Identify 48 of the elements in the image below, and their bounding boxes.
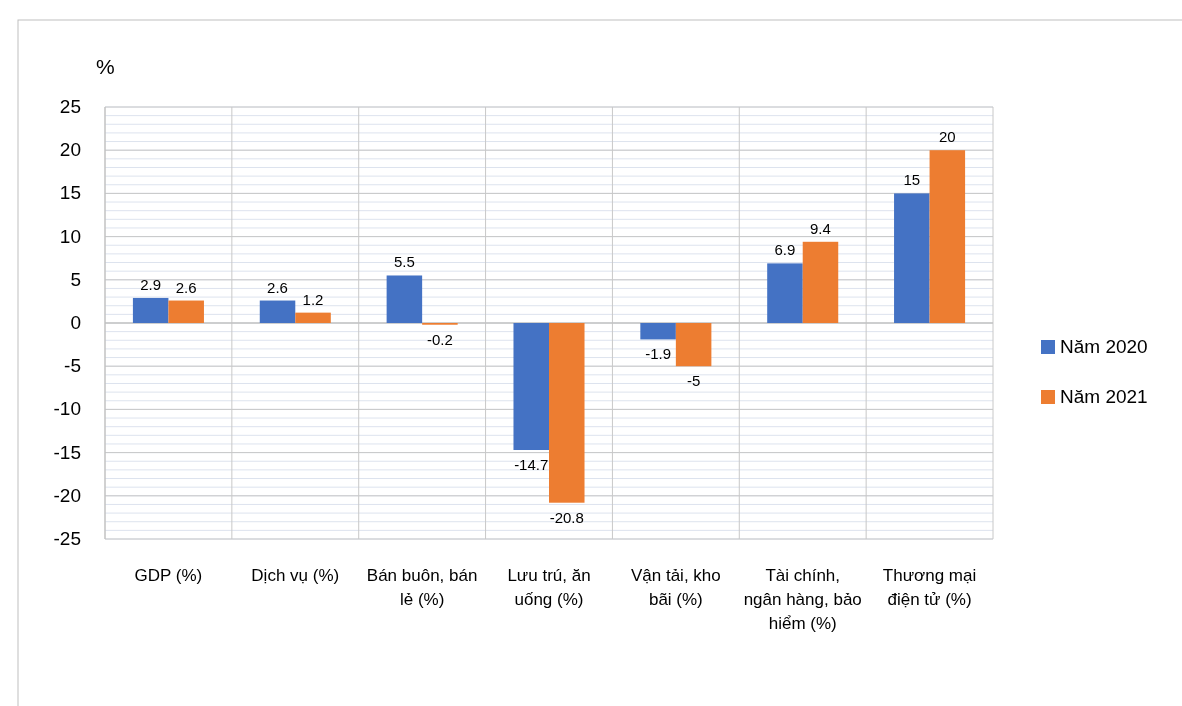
y-tick-label: 0: [70, 312, 81, 333]
bar: [132, 297, 169, 323]
bar: [513, 323, 549, 451]
bar: [929, 150, 966, 323]
bar: [640, 323, 676, 340]
data-label: 15: [903, 171, 921, 189]
y-tick-label: 5: [70, 268, 81, 290]
x-tick-label: Vận tải, kho bãi (%): [630, 566, 721, 609]
bar: [675, 323, 712, 367]
x-tick-label: Lưu trú, ăn uống (%): [507, 566, 591, 609]
data-label: 9.4: [810, 219, 831, 237]
bar: [894, 193, 930, 323]
data-label: 20: [938, 128, 956, 146]
x-tick-label: Dịch vụ (%): [251, 566, 340, 585]
data-label: 6.9: [774, 241, 796, 259]
x-tick-label: GDP (%): [134, 566, 203, 585]
y-tick-label: -5: [64, 355, 81, 377]
data-label: -14.7: [514, 456, 549, 474]
data-label: -1.9: [645, 345, 672, 363]
y-tick-label: -10: [53, 398, 81, 420]
y-tick-label: 15: [59, 182, 81, 204]
y-tick-label: -20: [53, 484, 81, 506]
bar: [259, 300, 296, 323]
data-label: 2.6: [175, 278, 197, 296]
bar: [802, 241, 839, 323]
bar: [767, 263, 803, 323]
y-tick-label: -15: [53, 441, 81, 463]
bar: [386, 275, 423, 323]
data-label: -20.8: [549, 508, 584, 526]
y-tick-label: 10: [59, 225, 81, 247]
y-tick-label: 20: [59, 139, 81, 161]
y-axis-title: %: [96, 55, 115, 78]
bar: [168, 300, 204, 323]
data-label: -0.2: [426, 330, 453, 348]
x-tick-label: Bán buôn, bán lẻ (%): [366, 566, 478, 609]
x-tick-label: Thương mại điện tử (%): [882, 566, 977, 609]
data-label: 5.5: [393, 253, 415, 271]
data-label: 2.6: [267, 278, 288, 296]
bar: [549, 323, 585, 503]
bar: [295, 312, 331, 323]
x-tick-label: Tài chính, ngân hàng, bảo hiểm (%): [743, 566, 862, 633]
data-label: 2.9: [140, 275, 162, 293]
legend-label: Năm 2020: [1060, 336, 1148, 357]
y-tick-label: 25: [59, 96, 81, 117]
data-label: -5: [686, 372, 701, 390]
legend-label: Năm 2021: [1060, 386, 1148, 407]
data-label: 1.2: [302, 290, 324, 308]
y-tick-label: -25: [53, 528, 81, 549]
